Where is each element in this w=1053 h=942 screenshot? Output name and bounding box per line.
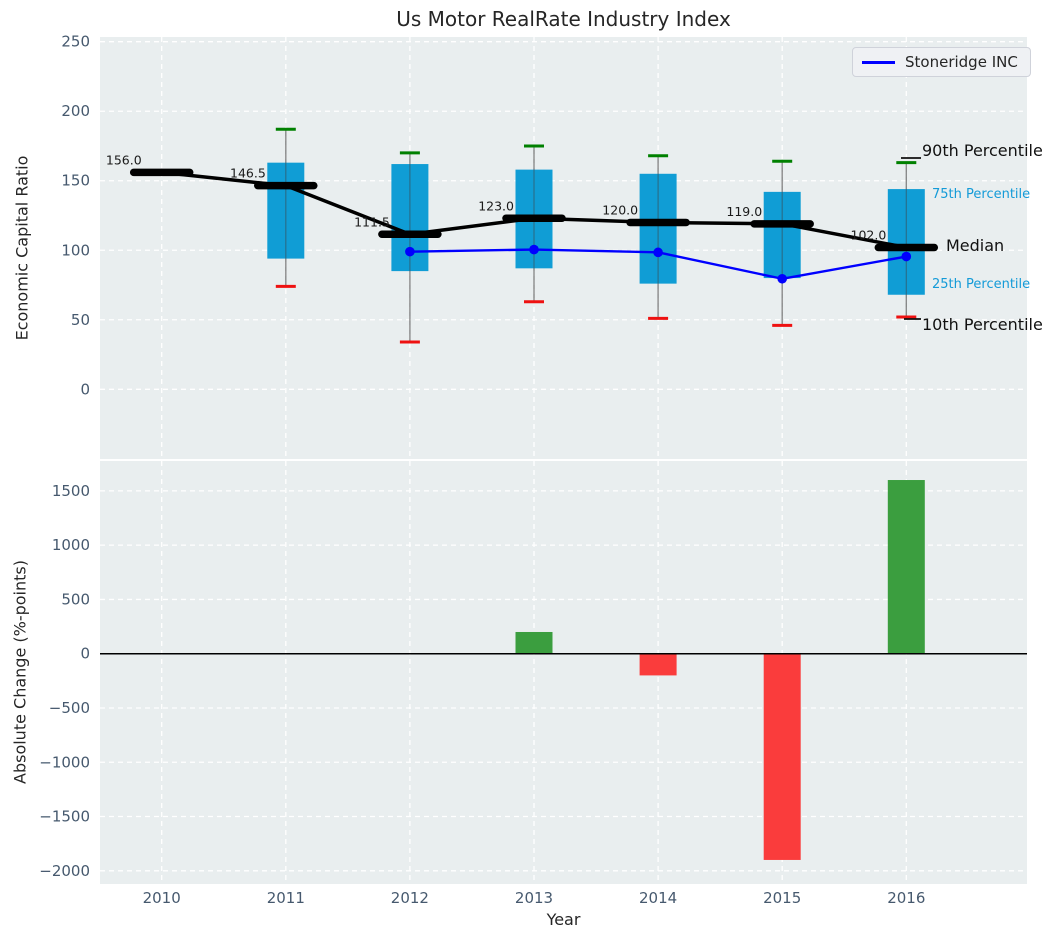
company-point-2014 bbox=[653, 247, 663, 258]
top-y-tick-label: 50 bbox=[71, 311, 90, 329]
median-value-label-2011: 146.5 bbox=[230, 166, 266, 181]
bar-2014 bbox=[639, 653, 677, 676]
median-value-label-2016: 102.0 bbox=[851, 227, 887, 242]
bottom-y-tick-label: −2000 bbox=[39, 862, 90, 880]
bottom-y-tick-label: −500 bbox=[49, 699, 90, 717]
x-tick-label: 2016 bbox=[887, 889, 925, 907]
company-point-2016 bbox=[901, 251, 912, 262]
x-tick-label: 2011 bbox=[267, 889, 305, 907]
company-point-2015 bbox=[777, 273, 787, 284]
x-tick-label: 2012 bbox=[391, 889, 429, 907]
legend-label: Stoneridge INC bbox=[905, 53, 1018, 71]
chart-title: Us Motor RealRate Industry Index bbox=[396, 7, 731, 31]
bottom-y-axis-label: Absolute Change (%-points) bbox=[10, 560, 30, 784]
bottom-y-tick-label: 0 bbox=[80, 645, 90, 663]
bar-2016 bbox=[887, 480, 925, 654]
top-y-tick-label: 150 bbox=[61, 172, 90, 190]
bottom-y-tick-label: 500 bbox=[61, 590, 90, 608]
bar-2013 bbox=[515, 631, 553, 654]
bottom-y-tick-label: 1500 bbox=[52, 482, 90, 500]
top-y-tick-label: 250 bbox=[61, 33, 90, 51]
annotation-75th-percentile: 75th Percentile bbox=[932, 187, 1031, 202]
legend-line-swatch bbox=[862, 60, 895, 64]
company-point-2013 bbox=[529, 244, 539, 255]
annotation-90th-percentile: 90th Percentile bbox=[922, 141, 1043, 160]
x-tick-label: 2015 bbox=[763, 889, 801, 907]
top-y-tick-label: 100 bbox=[61, 241, 90, 259]
median-value-label-2012: 111.5 bbox=[354, 214, 390, 229]
company-point-2012 bbox=[405, 246, 415, 257]
bottom-plot-background bbox=[100, 461, 1027, 884]
annotation-median: Median bbox=[946, 236, 1005, 255]
top-y-tick-label: 200 bbox=[61, 102, 90, 120]
legend: Stoneridge INC bbox=[852, 47, 1031, 77]
median-value-label-2010: 156.0 bbox=[106, 152, 142, 167]
x-axis-label: Year bbox=[546, 910, 581, 929]
bottom-y-tick-label: 1000 bbox=[52, 536, 90, 554]
annotation-25th-percentile: 25th Percentile bbox=[932, 277, 1031, 292]
x-tick-label: 2013 bbox=[515, 889, 553, 907]
x-tick-label: 2010 bbox=[143, 889, 181, 907]
median-value-label-2015: 119.0 bbox=[726, 204, 762, 219]
median-value-label-2013: 123.0 bbox=[478, 198, 514, 213]
annotation-10th-percentile: 10th Percentile bbox=[922, 315, 1043, 334]
bottom-y-tick-label: −1000 bbox=[39, 753, 90, 771]
top-y-axis-label: Economic Capital Ratio bbox=[12, 155, 32, 341]
x-tick-label: 2014 bbox=[639, 889, 677, 907]
bottom-y-tick-label: −1500 bbox=[39, 808, 90, 826]
bar-2015 bbox=[763, 653, 801, 860]
median-value-label-2014: 120.0 bbox=[602, 202, 638, 217]
top-y-tick-label: 0 bbox=[80, 380, 90, 398]
